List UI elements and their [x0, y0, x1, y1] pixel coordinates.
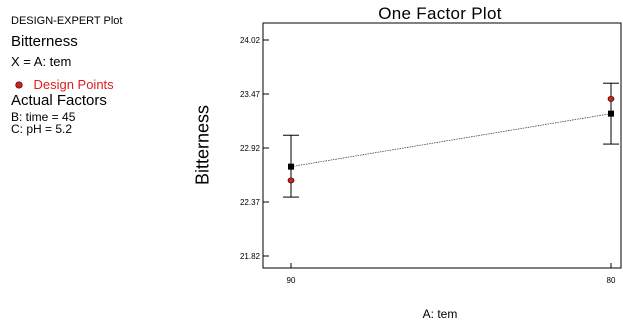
factor-b: B: time = 45 [11, 110, 76, 124]
software-label: DESIGN-EXPERT Plot [11, 15, 123, 27]
x-factor-label: X = A: tem [11, 54, 72, 69]
y-tick-label: 24.02 [240, 36, 261, 45]
mean-point [288, 163, 294, 170]
design-points-legend: Design Points [15, 76, 114, 94]
y-tick-label: 22.37 [240, 198, 261, 207]
x-axis-label: A: tem [422, 307, 458, 321]
mean-point [608, 110, 614, 117]
y-tick-label: 22.92 [240, 144, 261, 153]
plot-title: One Factor Plot [378, 4, 502, 23]
design-points-label: Design Points [33, 77, 114, 92]
design-point [287, 177, 295, 184]
design-point-icon [15, 81, 23, 89]
factor-c: C: pH = 5.2 [11, 122, 73, 136]
y-tick-label: 21.82 [240, 252, 261, 261]
design-point [607, 95, 615, 102]
prediction-line [290, 113, 612, 168]
x-tick-label: 80 [607, 276, 616, 285]
y-tick-label: 23.47 [240, 90, 261, 99]
x-tick-label: 90 [287, 276, 296, 285]
plot-frame [262, 22, 622, 269]
response-name: Bitterness [11, 33, 78, 50]
actual-factors-heading: Actual Factors [11, 92, 107, 109]
